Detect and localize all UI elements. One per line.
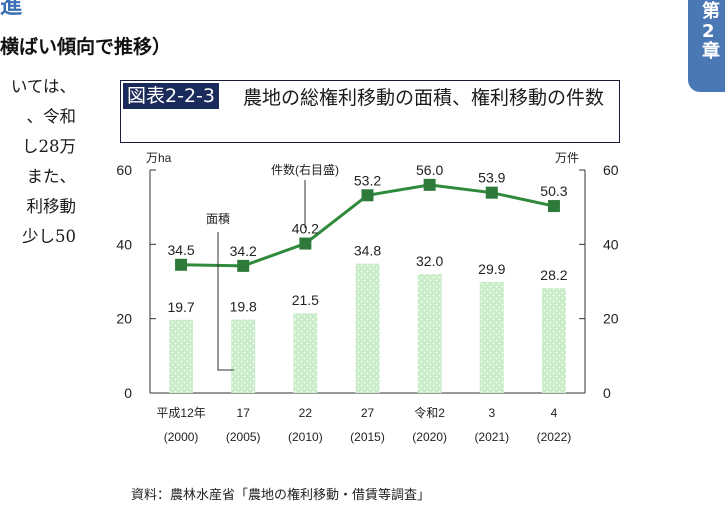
chapter-tab-char: 第: [702, 1, 720, 22]
figure-title-box: 図表2-2-3 農地の総権利移動の面積、権利移動の件数: [120, 80, 620, 143]
bar-value-label: 21.5: [292, 292, 319, 308]
x-tick-label: 27: [361, 406, 375, 420]
body-line: また、: [26, 167, 77, 186]
bar: [417, 274, 442, 393]
bar: [355, 263, 380, 393]
figure-number: 図表2-2-3: [123, 83, 219, 109]
x-tick-label: 4: [551, 406, 558, 420]
bar-value-label: 19.7: [167, 299, 194, 315]
chapter-tab-number: 2: [702, 21, 715, 42]
y-tick-label-left: 40: [116, 236, 132, 252]
bar-value-label: 28.2: [540, 267, 567, 283]
body-line: し28万: [22, 137, 76, 156]
x-tick-label-year: (2021): [474, 430, 509, 444]
source-note: 資料：農林水産省「農地の権利移動・借賃等調査」: [131, 488, 431, 503]
y-tick-label-right: 20: [603, 311, 619, 327]
body-line: 少し50: [22, 227, 76, 246]
bar: [169, 319, 194, 393]
body-line: 、令和: [26, 107, 77, 126]
bar-value-label: 19.8: [230, 298, 257, 314]
x-tick-label-year: (2015): [350, 430, 385, 444]
y-tick-label-right: 60: [603, 162, 619, 178]
x-tick-label-year: (2000): [164, 430, 199, 444]
body-line: いては、: [10, 77, 76, 96]
line-marker: [299, 237, 312, 250]
line-marker: [237, 259, 250, 272]
x-tick-label-year: (2005): [226, 430, 261, 444]
bar-series-leader: [217, 232, 234, 371]
line-value-label: 40.2: [292, 221, 319, 237]
bar-value-label: 34.8: [354, 243, 381, 259]
x-tick-label-year: (2010): [288, 430, 323, 444]
bar-value-label: 32.0: [416, 253, 443, 269]
x-tick-label-year: (2020): [412, 430, 447, 444]
line-value-label: 34.5: [167, 242, 194, 258]
bar: [293, 313, 318, 393]
line-value-label: 53.9: [478, 170, 505, 186]
line-marker: [547, 200, 560, 213]
line-value-label: 50.3: [540, 183, 567, 199]
x-tick-label-year: (2022): [537, 430, 572, 444]
y-tick-label-left: 20: [116, 311, 132, 327]
figure-title: 農地の総権利移動の面積、権利移動の件数: [243, 87, 605, 109]
line-marker: [485, 186, 498, 199]
line-value-label: 34.2: [230, 243, 257, 259]
subsection-heading: 横ばい傾向で推移）: [0, 36, 172, 58]
y-tick-label-right: 0: [603, 385, 611, 401]
x-tick-label: 令和2: [414, 405, 445, 420]
y-tick-label-left: 0: [124, 385, 132, 401]
bar: [479, 281, 504, 393]
line-series-label: 件数(右目盛): [271, 162, 339, 177]
combo-chart: 0 0 20 20 40 40 60 60 万ha 万件 19.7 19.8 21.5 34.8 32.0 2…: [116, 151, 619, 444]
body-line: 利移動: [26, 197, 77, 216]
bar-series-label: 面積: [206, 211, 230, 226]
x-tick-label: 22: [299, 406, 313, 420]
line-marker: [175, 258, 188, 271]
line-marker: [423, 178, 436, 191]
y-tick-label-right: 40: [603, 236, 619, 252]
y-axis-unit-left: 万ha: [146, 151, 172, 165]
section-heading: 進: [0, 0, 23, 19]
chapter-tab[interactable]: 第 2 章: [688, 0, 725, 92]
bar-value-label: 29.9: [478, 261, 505, 277]
line-value-label: 53.2: [354, 172, 381, 188]
bar: [541, 288, 566, 393]
x-tick-label: 17: [237, 406, 251, 420]
line-value-label: 56.0: [416, 162, 443, 178]
line-marker: [361, 189, 374, 202]
chapter-tab-char: 章: [702, 41, 720, 62]
bar: [231, 319, 256, 393]
y-axis-unit-right: 万件: [555, 151, 579, 165]
y-tick-label-left: 60: [116, 162, 132, 178]
body-text: いては、 、令和 し28万 また、 利移動 少し50: [0, 72, 76, 252]
x-tick-label: 平成12年: [156, 406, 205, 420]
x-tick-label: 3: [488, 406, 495, 420]
